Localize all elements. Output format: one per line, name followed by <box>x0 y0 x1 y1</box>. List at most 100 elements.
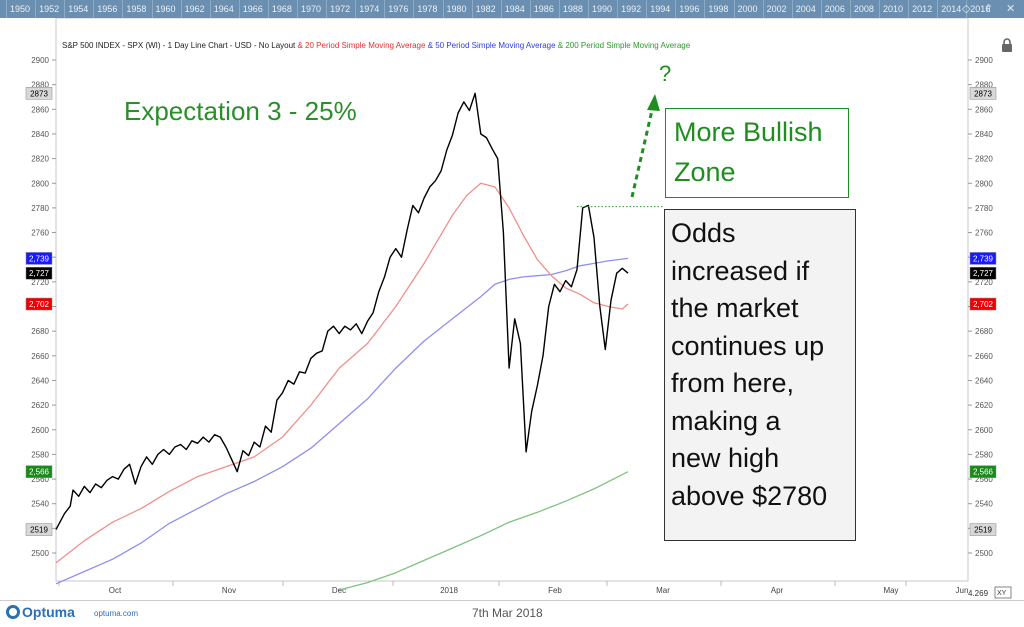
year-strip-item[interactable]: 1954 <box>64 0 91 18</box>
y-tick-label-left: 2900 <box>31 56 49 65</box>
y-tick-label-left: 2680 <box>31 327 49 336</box>
year-strip-item[interactable]: 1958 <box>122 0 149 18</box>
price-badge-label-right: 2,566 <box>973 468 994 477</box>
scale-badge: 4.269 <box>968 589 989 598</box>
y-tick-label-right: 2640 <box>975 376 993 385</box>
y-axis-right: 2500252025402560258026002620264026602680… <box>968 56 993 558</box>
y-tick-label-right: 2540 <box>975 500 993 509</box>
series-line-ma20 <box>55 182 629 564</box>
y-tick-label-left: 2800 <box>31 179 49 188</box>
price-badge-label-right: 2,727 <box>973 269 994 278</box>
year-strip-item[interactable]: 1998 <box>704 0 731 18</box>
bullish-arrow-shaft <box>630 105 655 198</box>
annotation-overlays <box>577 94 664 208</box>
year-strip-item[interactable]: 2002 <box>762 0 790 18</box>
year-strip-item[interactable]: 1972 <box>326 0 353 18</box>
year-strip-item[interactable]: 1964 <box>209 0 237 18</box>
price-badge-right <box>969 297 997 311</box>
odds-line-1: Odds <box>671 218 736 248</box>
chart-header: S&P 500 INDEX - SPX (WI) - 1 Day Line Ch… <box>62 41 691 50</box>
year-strip-item[interactable]: 1962 <box>180 0 208 18</box>
year-strip-item[interactable]: 2000 <box>733 0 761 18</box>
year-strip-item[interactable]: 1950 <box>6 0 33 18</box>
year-strip-item[interactable]: 1994 <box>646 0 673 18</box>
y-tick-label-right: 2660 <box>975 352 993 361</box>
price-badge-right <box>969 266 997 280</box>
price-badge-label-left: 2,566 <box>29 468 50 477</box>
footer-bar: Optuma optuma.com 7th Mar 2018 <box>0 600 1024 627</box>
year-strip-item[interactable]: 2008 <box>849 0 877 18</box>
price-badge-left <box>25 87 53 100</box>
series-group <box>55 92 629 591</box>
y-tick-label-left: 2860 <box>31 105 49 114</box>
price-badge-left <box>25 465 53 478</box>
year-strip-item[interactable]: 2010 <box>879 0 906 18</box>
y-tick-label-left: 2620 <box>31 401 49 410</box>
year-strip-item[interactable]: 2016 <box>966 0 993 18</box>
bullish-zone-box: More Bullish Zone <box>665 108 849 198</box>
x-tick-label: Mar <box>656 586 670 595</box>
year-strip-item[interactable]: 1976 <box>384 0 411 18</box>
year-strip-item[interactable]: 2012 <box>908 0 935 18</box>
year-strip-item[interactable]: 1960 <box>151 0 179 18</box>
price-badge-label-right: 2,702 <box>973 300 994 309</box>
price-badge-left <box>25 252 53 265</box>
y-tick-label-left: 2540 <box>31 500 49 509</box>
price-badge-left <box>25 297 53 311</box>
year-strip-item[interactable]: 1984 <box>500 0 528 18</box>
price-badge-label-right: 2,739 <box>973 254 994 263</box>
year-strip-item[interactable]: 1966 <box>238 0 266 18</box>
x-tick-label: Nov <box>222 586 236 595</box>
x-tick-label: Oct <box>109 586 122 595</box>
series-line-ma200 <box>339 471 629 591</box>
year-strip-item[interactable]: 2014 <box>937 0 964 18</box>
lock-icon[interactable] <box>1000 38 1014 52</box>
bullish-zone-line-1: More Bullish <box>674 117 823 147</box>
xy-badge-box <box>994 586 1012 599</box>
y-tick-label-left: 2880 <box>31 81 49 90</box>
logo-site: optuma.com <box>94 609 139 618</box>
odds-line-3: the market <box>671 293 799 323</box>
chart-date: 7th Mar 2018 <box>472 606 543 620</box>
price-badge-right <box>969 252 997 265</box>
price-badge-left <box>25 523 53 536</box>
year-navigator-strip[interactable]: 1950 1952 1954 1956 1958 1960 1962 1964 1966 1968… <box>0 0 1024 19</box>
question-mark-label: ? <box>659 61 672 86</box>
close-icon[interactable]: ✕ <box>1006 3 1016 15</box>
year-strip-item[interactable]: 1952 <box>35 0 62 18</box>
year-strip-item[interactable]: 1996 <box>675 0 702 18</box>
price-badge-left <box>25 266 53 280</box>
y-tick-label-left: 2780 <box>31 204 49 213</box>
y-tick-label-right: 2760 <box>975 229 993 238</box>
series-line-ma50 <box>55 257 629 585</box>
year-strip-item[interactable]: 1990 <box>588 0 615 18</box>
series-line-price <box>55 92 629 530</box>
price-badge-label-left: 2873 <box>30 89 48 98</box>
year-strip-item[interactable]: 1982 <box>471 0 499 18</box>
year-strip-item[interactable]: 2006 <box>820 0 848 18</box>
year-strip-item[interactable]: 2004 <box>791 0 819 18</box>
year-strip-item[interactable]: 1974 <box>355 0 382 18</box>
year-strip-item[interactable]: 1970 <box>297 0 324 18</box>
y-tick-label-right: 2620 <box>975 401 993 410</box>
y-tick-label-right: 2840 <box>975 130 993 139</box>
y-tick-label-left: 2660 <box>31 352 49 361</box>
year-strip-item[interactable]: 1956 <box>93 0 120 18</box>
diamond-icon[interactable]: ◇ <box>962 3 971 15</box>
scroll-up-icon[interactable]: ⇧ <box>984 3 994 15</box>
price-badge-label-right: 2873 <box>974 89 992 98</box>
x-tick-label: 2018 <box>440 586 458 595</box>
year-strip-item[interactable]: 1968 <box>267 0 295 18</box>
y-tick-label-right: 2820 <box>975 155 993 164</box>
year-strip-item[interactable]: 1988 <box>558 0 586 18</box>
y-tick-label-left: 2600 <box>31 426 49 435</box>
odds-line-5: from here, <box>671 368 795 398</box>
year-strip-item[interactable]: 1986 <box>529 0 557 18</box>
year-strip-item[interactable]: 1978 <box>413 0 440 18</box>
y-tick-label-right: 2680 <box>975 327 993 336</box>
year-strip-item[interactable]: 1992 <box>617 0 644 18</box>
x-tick-label: Dec <box>332 586 346 595</box>
year-strip-item[interactable]: 1980 <box>442 0 470 18</box>
chart-header-part: S&P 500 INDEX - SPX (WI) - 1 Day Line Ch… <box>62 41 296 50</box>
y-tick-label-left: 2640 <box>31 376 49 385</box>
